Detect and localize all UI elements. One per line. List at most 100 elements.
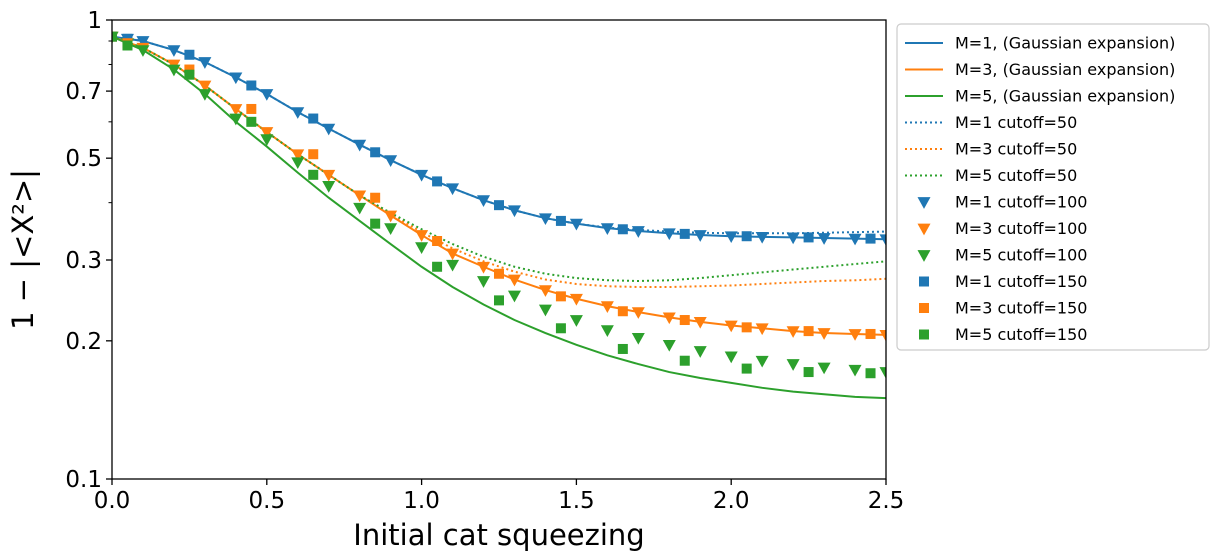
data-point-m-5-cutoff-150: [494, 295, 504, 306]
data-point-m-1-cutoff-150: [679, 228, 690, 239]
legend-label: M=1 cutoff=100: [955, 193, 1087, 212]
data-point-m-1-cutoff-100: [631, 226, 645, 238]
legend-label: M=5 cutoff=100: [955, 246, 1087, 265]
legend-swatch: [919, 276, 929, 287]
x-tick-label: 0.0: [94, 488, 131, 514]
legend: M=1, (Gaussian expansion) M=3, (Gaussian …: [896, 23, 1210, 351]
data-point-m-3-cutoff-100: [229, 104, 243, 116]
data-point-m-1-cutoff-100: [229, 72, 243, 85]
data-point-m-3-cutoff-150: [865, 328, 876, 339]
data-point-m-3-cutoff-150: [370, 192, 381, 203]
legend-entry-m-1-gaussian-expansion: M=1, (Gaussian expansion): [905, 34, 1175, 53]
data-point-m-1-cutoff-150: [370, 147, 381, 158]
data-point-m-1-cutoff-100: [662, 228, 676, 241]
y-tick-label: 0.1: [65, 467, 102, 493]
data-point-m-1-cutoff-150: [432, 176, 443, 187]
data-point-m-3-cutoff-100: [198, 80, 212, 93]
data-point-m-5-cutoff-100: [415, 242, 429, 254]
y-axis-label: 1 − |<X²>|: [6, 169, 40, 330]
data-point-m-5-cutoff-150: [370, 218, 381, 229]
series-markers-m-1-cutoff-100: [112, 31, 886, 247]
data-point-m-5-cutoff-100: [755, 355, 769, 368]
data-point-m-5-cutoff-100: [384, 223, 398, 235]
data-point-m-3-cutoff-100: [353, 190, 367, 203]
data-point-m-1-cutoff-150: [617, 224, 628, 235]
data-point-m-1-cutoff-100: [693, 230, 707, 242]
data-point-m-5-cutoff-100: [848, 364, 862, 377]
data-point-m-1-cutoff-150: [741, 231, 752, 242]
data-point-m-5-cutoff-150: [741, 363, 752, 374]
data-point-m-5-cutoff-100: [879, 367, 886, 379]
data-point-m-5-cutoff-100: [569, 315, 583, 327]
legend-label: M=1 cutoff=150: [955, 272, 1087, 291]
legend-entry-m-3-cutoff-50: M=3 cutoff=50: [905, 140, 1077, 159]
legend-entry-m-3-gaussian-expansion: M=3, (Gaussian expansion): [905, 60, 1175, 79]
data-point-m-3-cutoff-100: [817, 328, 831, 340]
data-point-m-1-cutoff-150: [555, 215, 566, 226]
data-point-m-5-cutoff-100: [198, 89, 212, 101]
data-point-m-3-cutoff-150: [617, 306, 628, 317]
data-point-m-1-cutoff-100: [291, 107, 305, 119]
legend-label: M=5, (Gaussian expansion): [955, 87, 1175, 106]
data-point-m-5-cutoff-100: [724, 351, 738, 364]
data-point-m-1-cutoff-100: [260, 89, 274, 101]
data-point-m-1-cutoff-150: [803, 232, 814, 243]
x-tick-label: 2.0: [713, 488, 750, 514]
data-point-m-3-cutoff-100: [446, 248, 460, 261]
data-point-m-1-cutoff-100: [724, 231, 738, 244]
data-point-m-5-cutoff-100: [322, 181, 336, 193]
legend-entry-m-5-cutoff-100: M=5 cutoff=100: [917, 246, 1087, 265]
data-point-m-1-cutoff-150: [246, 80, 257, 91]
data-point-m-5-cutoff-150: [865, 368, 876, 379]
data-point-m-3-cutoff-150: [308, 149, 319, 160]
data-point-m-1-cutoff-100: [817, 233, 831, 245]
legend-label: M=5 cutoff=50: [955, 166, 1077, 185]
data-point-m-1-cutoff-100: [322, 123, 336, 136]
data-point-m-1-cutoff-150: [308, 113, 319, 124]
data-point-m-5-cutoff-100: [631, 332, 645, 345]
data-point-m-1-cutoff-100: [477, 195, 491, 208]
legend-entry-m-5-cutoff-150: M=5 cutoff=150: [919, 325, 1087, 344]
data-point-m-3-cutoff-100: [662, 312, 676, 325]
legend-label: M=3 cutoff=50: [955, 140, 1077, 159]
legend-entry-m-5-cutoff-50: M=5 cutoff=50: [905, 166, 1077, 185]
data-point-m-5-cutoff-100: [477, 276, 491, 288]
plot-frame: [111, 19, 887, 480]
x-tick-label: 2.5: [868, 488, 905, 514]
series-markers-m-5-cutoff-150: [112, 31, 876, 379]
data-point-m-5-cutoff-100: [260, 134, 274, 146]
data-point-m-5-cutoff-100: [786, 359, 800, 371]
legend-label: M=3 cutoff=150: [955, 299, 1087, 318]
data-point-m-3-cutoff-150: [555, 291, 566, 302]
data-point-m-3-cutoff-100: [260, 127, 274, 139]
data-point-m-5-cutoff-150: [122, 40, 133, 51]
y-tick-label: 1: [87, 8, 102, 34]
series-markers-m-1-cutoff-150: [112, 31, 876, 244]
data-point-m-3-cutoff-100: [569, 293, 583, 306]
data-point-m-5-cutoff-100: [167, 64, 181, 77]
data-point-m-1-cutoff-100: [848, 233, 862, 246]
data-point-m-5-cutoff-150: [803, 367, 814, 378]
legend-entry-m-1-cutoff-100: M=1 cutoff=100: [917, 193, 1087, 212]
data-point-m-3-cutoff-100: [415, 230, 429, 242]
x-axis-label: Initial cat squeezing: [353, 518, 644, 552]
data-point-m-1-cutoff-100: [384, 155, 398, 168]
data-point-m-5-cutoff-100: [136, 45, 150, 57]
data-point-m-3-cutoff-100: [693, 316, 707, 329]
legend-entry-m-1-cutoff-50: M=1 cutoff=50: [905, 113, 1077, 132]
data-point-m-1-cutoff-100: [755, 231, 769, 244]
legend-swatch: [919, 329, 929, 340]
data-point-m-1-cutoff-100: [507, 205, 521, 218]
x-tick-label: 1.0: [403, 488, 440, 514]
x-tick-label: 0.5: [249, 488, 286, 514]
data-point-m-1-cutoff-100: [569, 218, 583, 231]
y-tick-label: 0.2: [65, 329, 102, 355]
data-point-m-3-cutoff-100: [724, 320, 738, 333]
y-tick-label: 0.5: [65, 146, 102, 172]
data-point-m-3-cutoff-100: [879, 330, 886, 342]
data-point-m-1-cutoff-100: [136, 36, 150, 48]
data-point-m-5-cutoff-100: [229, 113, 243, 126]
data-point-m-5-cutoff-150: [308, 169, 319, 180]
plot-area: [112, 31, 886, 400]
data-point-m-3-cutoff-100: [538, 285, 552, 297]
